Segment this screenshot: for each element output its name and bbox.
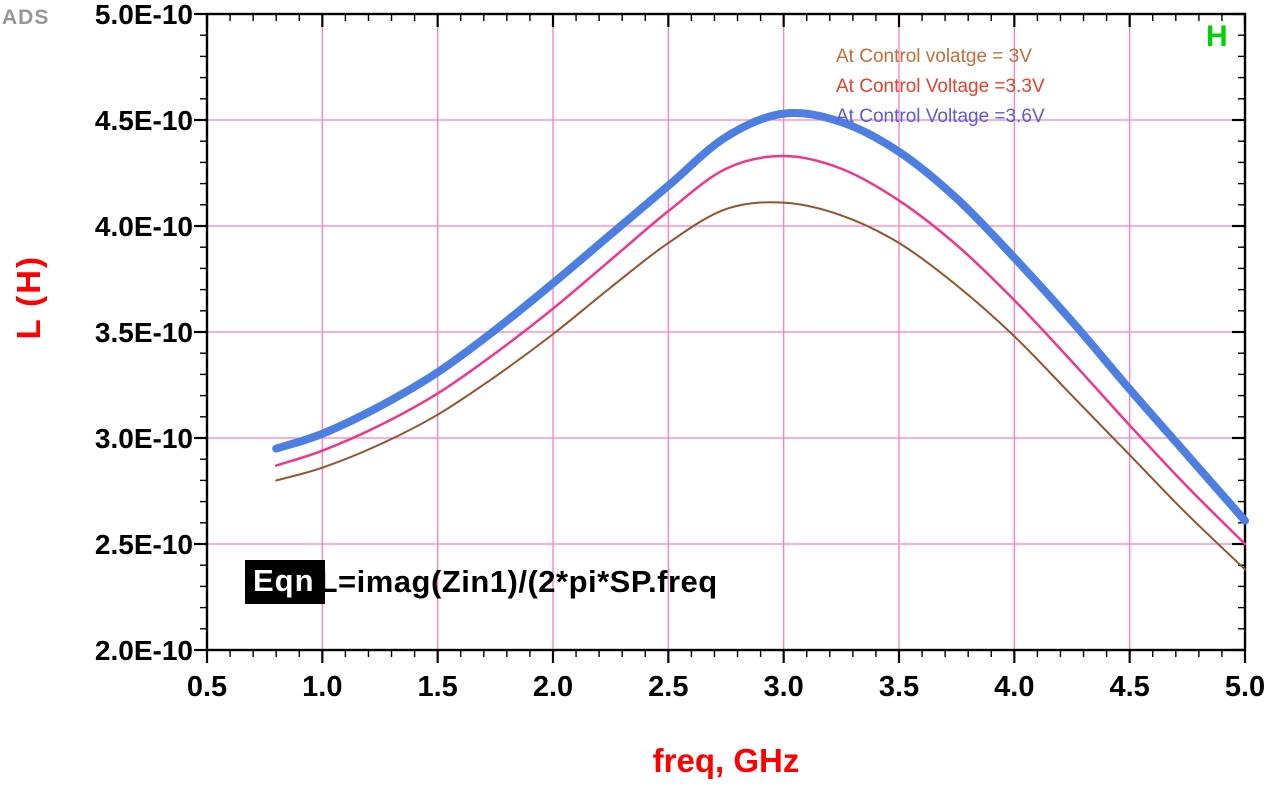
x-tick-label: 1.0 xyxy=(302,671,342,703)
legend-item: At Control Voltage =3.6V xyxy=(836,106,1045,127)
legend-item: At Control Voltage =3.3V xyxy=(836,76,1045,97)
legend: At Control volatge = 3V At Control Voltag… xyxy=(836,42,1045,132)
history-marker: H xyxy=(1206,20,1228,53)
y-axis-label: L (H) xyxy=(10,255,47,340)
y-tick-label: 4.5E-10 xyxy=(95,105,193,136)
equation-annotation: Eqn L=imag(Zin1)/(2*pi*SP.freq xyxy=(245,560,718,604)
x-tick-label: 2.0 xyxy=(533,671,573,703)
x-tick-label: 3.0 xyxy=(764,671,804,703)
series-curve xyxy=(275,201,1246,571)
x-tick-label: 4.0 xyxy=(994,671,1034,703)
equation-text: L=imag(Zin1)/(2*pi*SP.freq xyxy=(318,564,718,599)
ads-logo: ADS xyxy=(2,6,50,29)
x-tick-label: 3.5 xyxy=(879,671,919,703)
x-axis-label: freq, GHz xyxy=(652,742,800,779)
plot-border xyxy=(205,12,1247,652)
x-tick-label: 5.0 xyxy=(1225,671,1265,703)
y-tick-label: 2.5E-10 xyxy=(95,529,193,560)
x-tick-label: 2.5 xyxy=(648,671,688,703)
y-tick-label: 4.0E-10 xyxy=(95,211,193,242)
y-tick-label: 5.0E-10 xyxy=(95,0,193,30)
equation-tag: Eqn xyxy=(245,560,325,604)
x-tick-label: 0.5 xyxy=(187,671,227,703)
y-tick-label: 3.0E-10 xyxy=(95,423,193,454)
y-tick-label: 2.0E-10 xyxy=(95,635,193,666)
series-curve xyxy=(274,154,1247,546)
legend-item: At Control volatge = 3V xyxy=(836,46,1032,67)
series-curve xyxy=(272,109,1249,525)
x-tick-label: 1.5 xyxy=(418,671,458,703)
y-tick-label: 3.5E-10 xyxy=(95,317,193,348)
x-tick-label: 4.5 xyxy=(1110,671,1150,703)
